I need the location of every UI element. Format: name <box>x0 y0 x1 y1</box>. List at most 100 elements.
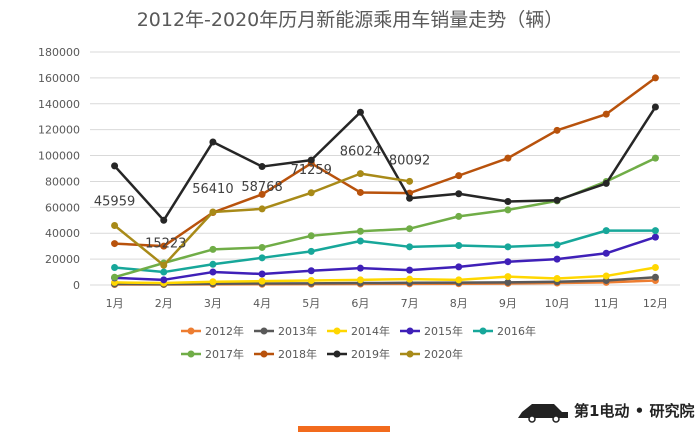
series-line <box>114 76 657 248</box>
axis-layer: 0 20000 40000 60000 80000 100000 120000 140000 1… <box>38 46 668 310</box>
data-point <box>553 196 561 204</box>
series-line <box>114 235 656 282</box>
data-point <box>160 276 168 284</box>
data-point <box>307 232 315 240</box>
legend-label: 2019年 <box>351 347 390 361</box>
y-tick-label: 40000 <box>45 227 80 240</box>
data-point <box>160 268 168 276</box>
data-point <box>406 243 414 251</box>
data-point <box>602 179 610 187</box>
data-point <box>406 266 414 274</box>
data-point <box>651 264 659 272</box>
data-point <box>455 276 463 284</box>
legend-label: 2012年 <box>205 324 244 338</box>
data-point <box>651 233 659 241</box>
data-point <box>209 138 217 146</box>
legend-swatch-marker <box>479 327 487 335</box>
data-point <box>602 249 610 257</box>
data-point <box>160 216 168 224</box>
data-point <box>651 227 659 235</box>
data-point <box>111 162 119 170</box>
legend-item: 2017年 <box>181 347 244 361</box>
data-point <box>504 198 512 206</box>
brand-text: 第1电动 • 研究院 <box>574 402 694 420</box>
data-point <box>356 227 364 235</box>
legend-item: 2020年 <box>400 347 463 361</box>
data-point <box>307 189 315 197</box>
x-tick-label: 7月 <box>401 297 419 310</box>
car-icon <box>518 404 568 423</box>
data-point <box>307 276 315 284</box>
legend-swatch-marker <box>260 327 268 335</box>
data-point <box>258 243 266 251</box>
data-point <box>455 212 463 220</box>
data-point <box>307 267 315 275</box>
data-point <box>258 270 266 278</box>
legend-label: 2015年 <box>424 324 463 338</box>
legend-item: 2019年 <box>327 347 390 361</box>
data-point <box>111 222 119 230</box>
series-line <box>113 106 657 222</box>
y-tick-label: 100000 <box>38 150 80 163</box>
legend-swatch-marker <box>333 350 341 358</box>
legend: 2012年 2013年 2014年 2015年 2016年 2017年 2018年 2019年… <box>181 324 536 361</box>
data-point <box>553 275 561 283</box>
legend-label: 2017年 <box>205 347 244 361</box>
data-point <box>307 156 315 164</box>
data-label: 80092 <box>389 153 430 168</box>
x-tick-label: 11月 <box>594 297 619 310</box>
data-point <box>504 258 512 266</box>
y-tick-label: 160000 <box>38 72 80 85</box>
data-point <box>406 225 414 233</box>
legend-label: 2014年 <box>351 324 390 338</box>
data-point <box>258 205 266 213</box>
data-label: 71259 <box>291 163 332 178</box>
chart-title: 2012年-2020年历月新能源乘用车销量走势（辆） <box>137 9 564 31</box>
legend-item: 2014年 <box>327 324 390 338</box>
x-tick-label: 5月 <box>302 297 320 310</box>
y-tick-label: 140000 <box>38 98 80 111</box>
legend-swatch-marker <box>187 350 195 358</box>
data-point <box>406 177 414 185</box>
x-tick-label: 10月 <box>545 297 570 310</box>
x-tick-label: 8月 <box>450 297 468 310</box>
legend-label: 2013年 <box>278 324 317 338</box>
data-point <box>455 172 463 180</box>
legend-item: 2016年 <box>473 324 536 338</box>
data-point <box>258 277 266 285</box>
data-point <box>111 264 119 272</box>
data-point <box>602 272 610 280</box>
data-point <box>160 242 168 250</box>
data-point <box>651 154 659 162</box>
legend-swatch-marker <box>333 327 341 335</box>
data-label-layer: 45959 15223 56410 58768 71259 86024 80092 <box>94 145 430 252</box>
series-2015年 <box>111 233 659 284</box>
data-point <box>160 261 168 269</box>
data-point <box>209 278 217 286</box>
data-point <box>504 273 512 281</box>
data-point <box>406 275 414 283</box>
series-2018年 <box>111 74 659 250</box>
x-tick-label: 1月 <box>106 297 124 310</box>
y-tick-label: 180000 <box>38 46 80 59</box>
data-point <box>258 254 266 262</box>
data-point <box>307 247 315 255</box>
legend-item: 2013年 <box>254 324 317 338</box>
data-point <box>111 273 119 281</box>
series-2016年 <box>111 227 659 276</box>
accent-bar <box>298 426 390 432</box>
y-tick-label: 60000 <box>45 201 80 214</box>
data-point <box>504 243 512 251</box>
x-tick-label: 9月 <box>499 297 517 310</box>
data-point <box>111 240 119 248</box>
y-tick-label: 80000 <box>45 175 80 188</box>
data-point <box>455 263 463 271</box>
data-point <box>209 208 217 216</box>
series-line <box>114 229 656 274</box>
data-point <box>356 264 364 272</box>
data-label: 56410 <box>192 182 233 197</box>
data-point <box>553 241 561 249</box>
data-point <box>209 245 217 253</box>
y-tick-label: 120000 <box>38 124 80 137</box>
